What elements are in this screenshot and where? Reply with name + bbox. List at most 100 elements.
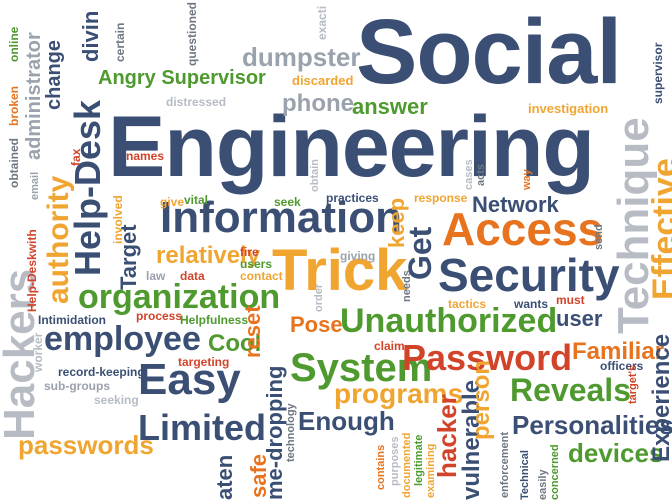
word-contact: contact xyxy=(240,269,283,283)
word-experience: Experience xyxy=(648,333,672,462)
word-investigation: investigation xyxy=(528,101,609,116)
word-passwords: passwords xyxy=(18,430,154,460)
word-administrator: administrator xyxy=(23,32,45,160)
word-needs: needs xyxy=(401,270,413,302)
word-reveals: Reveals xyxy=(510,372,631,408)
word-officers: officers xyxy=(600,359,644,373)
word-unauthorized: Unauthorized xyxy=(340,302,558,340)
word-easily: easily xyxy=(537,469,549,500)
word-person: person xyxy=(468,359,495,440)
word-give: give xyxy=(160,195,185,209)
word-practices: practices xyxy=(326,191,379,205)
word-system: System xyxy=(290,346,433,390)
word-relatively: relatively xyxy=(156,242,261,269)
word-certain: certain xyxy=(113,22,127,62)
word-programs: programs xyxy=(334,378,464,409)
word-user: user xyxy=(556,306,603,331)
word-social: Social xyxy=(356,1,622,103)
word-exact: exacti xyxy=(315,5,329,40)
word-data: data xyxy=(180,269,205,283)
word-angry-supervisor: Angry Supervisor xyxy=(98,67,266,89)
word-legitimate: legitimate xyxy=(413,434,425,486)
word-supervisor: supervisor xyxy=(651,42,665,104)
word-giving: giving xyxy=(340,249,376,263)
word-password: Password xyxy=(402,337,573,378)
word-seek: seek xyxy=(274,195,301,209)
word-documented: documented xyxy=(401,432,413,498)
word-claim: claim xyxy=(374,339,405,353)
word-sub-groups: sub-groups xyxy=(44,379,110,393)
word-targeting: targeting xyxy=(178,355,230,369)
word-change: change xyxy=(43,39,65,110)
word-examining: examining xyxy=(425,443,437,498)
word-answer: answer xyxy=(352,94,428,119)
word-enforcement: enforcement xyxy=(499,431,511,498)
word-limited: Limited xyxy=(138,407,267,448)
word-email: email xyxy=(29,171,41,200)
word-acts: acts xyxy=(475,163,487,186)
word-technology: technology xyxy=(285,403,297,462)
word-order: order xyxy=(313,283,325,312)
word-law: law xyxy=(146,269,166,283)
word-hacker: hacker xyxy=(432,394,462,478)
word-cases: cases xyxy=(463,159,475,190)
word-dumpster: dumpster xyxy=(242,42,361,72)
word-must: must xyxy=(556,293,585,307)
word-enough: Enough xyxy=(298,406,395,436)
word-aten: aten xyxy=(212,454,237,500)
word-organization: organization xyxy=(78,278,281,316)
word-purposes: purposes xyxy=(389,436,401,486)
word-phone: phone xyxy=(282,90,354,117)
word-employee: employee xyxy=(44,320,201,358)
word-response: response xyxy=(414,191,468,205)
word-seeking: seeking xyxy=(94,393,139,407)
word-engineering: Engineering xyxy=(108,99,595,195)
word-process: process xyxy=(136,309,183,323)
word-broken: broken xyxy=(7,85,21,126)
word-helpfulness: Helpfulness xyxy=(180,313,249,327)
word-eavesdropping: me-dropping xyxy=(262,365,287,500)
word-involved: involved xyxy=(111,195,125,244)
word-keep: keep xyxy=(384,197,409,248)
word-tactics: tactics xyxy=(448,297,487,311)
word-intimidation: Intimidation xyxy=(38,313,106,327)
word-cool: Cool xyxy=(208,330,262,357)
word-effective: Effective xyxy=(646,158,672,300)
word-help-desk: Help-Desk xyxy=(67,99,108,276)
word-online: online xyxy=(7,26,21,62)
word-questioned: questioned xyxy=(185,1,199,66)
word-personalities: Personalities xyxy=(512,410,672,440)
word-network: Network xyxy=(472,192,559,217)
word-information: Information xyxy=(160,193,402,242)
word-contains: contains xyxy=(375,444,387,490)
word-concerned: concerned xyxy=(549,444,561,500)
word-authority: authority xyxy=(42,175,75,304)
word-easy: Easy xyxy=(138,355,241,404)
word-technical: Technical xyxy=(519,450,531,500)
word-devices: devices xyxy=(568,438,664,468)
word-obtained: obtained xyxy=(7,138,21,188)
word-way: way xyxy=(521,169,533,190)
word-vital: vital xyxy=(184,193,209,207)
word-wants: wants xyxy=(514,297,549,311)
word-obtain: obtain xyxy=(309,159,321,192)
word-users: users xyxy=(240,257,273,271)
word-divin: divin xyxy=(78,10,103,62)
word-names: names xyxy=(126,149,165,163)
word-distressed: distressed xyxy=(166,95,227,109)
word-send: send xyxy=(593,224,605,250)
word-access: Access xyxy=(442,203,604,255)
word-record-keeping: record-keeping xyxy=(58,365,145,379)
word-reset: reset xyxy=(240,305,265,358)
word-pose: Pose xyxy=(290,312,343,337)
word-fax: fax xyxy=(69,148,83,166)
word-targets: target's xyxy=(627,364,639,404)
word-security: Security xyxy=(438,249,620,301)
word-fire: fire xyxy=(240,245,259,259)
word-help-deskwith: Help-Deskwith xyxy=(25,229,39,312)
word-familiar: Familiar xyxy=(572,338,665,365)
word-worker: worker xyxy=(31,332,45,372)
word-trick: Trick xyxy=(272,238,408,303)
word-discarded: discarded xyxy=(292,73,354,88)
